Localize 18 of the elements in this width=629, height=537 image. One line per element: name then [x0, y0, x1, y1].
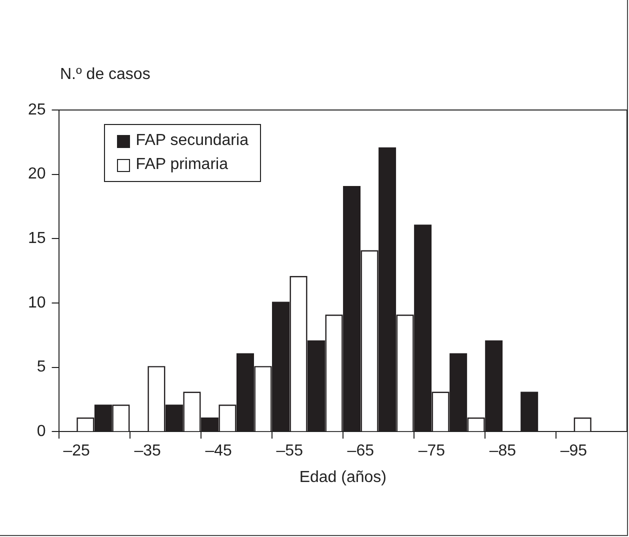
x-tick-label: –65 [347, 442, 374, 460]
x-tick-label: –95 [560, 442, 588, 460]
x-tick-label: –85 [489, 442, 516, 460]
x-tick-label: –75 [418, 442, 446, 460]
y-tick-label: 0 [36, 423, 46, 440]
y-tick-label: 10 [28, 294, 46, 312]
legend-label: FAP primaria [136, 155, 228, 175]
y-tick-label: 5 [36, 358, 46, 376]
x-tick-label: –55 [276, 442, 304, 460]
x-tick-label: –45 [205, 442, 232, 460]
legend-label: FAP secundaria [136, 131, 248, 151]
x-tick-label: –35 [134, 442, 162, 460]
y-axis-title: N.º de casos [60, 66, 150, 84]
x-tick-label: –25 [63, 442, 90, 460]
x-axis-title: Edad (años) [299, 468, 386, 486]
y-tick-label: 25 [28, 101, 46, 118]
y-tick-label: 20 [28, 166, 46, 183]
y-tick-label: 15 [28, 230, 46, 248]
